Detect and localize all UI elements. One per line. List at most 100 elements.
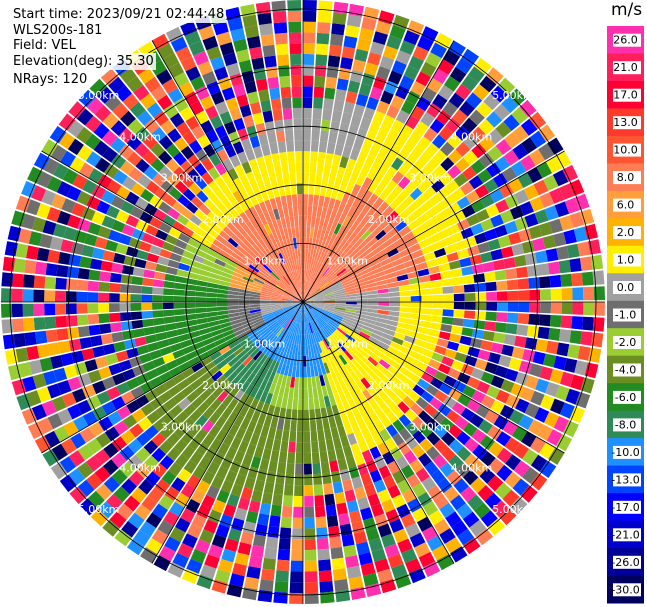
velocity-cell bbox=[279, 151, 288, 164]
velocity-cell bbox=[188, 182, 202, 196]
range-label: 3.00km bbox=[161, 420, 203, 433]
velocity-cell bbox=[263, 223, 272, 235]
velocity-cell bbox=[500, 379, 515, 393]
velocity-cell bbox=[134, 336, 147, 347]
velocity-cell bbox=[409, 459, 424, 474]
velocity-cell bbox=[229, 315, 241, 322]
velocity-cell bbox=[227, 167, 239, 181]
velocity-cell bbox=[313, 320, 321, 330]
velocity-cell bbox=[249, 296, 261, 300]
velocity-cell bbox=[593, 302, 605, 316]
velocity-cell bbox=[518, 302, 530, 313]
velocity-cell bbox=[353, 531, 368, 545]
velocity-cell bbox=[366, 290, 378, 295]
velocity-cell bbox=[304, 269, 307, 281]
velocity-cell bbox=[227, 305, 239, 310]
velocity-cell bbox=[453, 173, 468, 187]
velocity-cell bbox=[340, 227, 350, 239]
velocity-cell bbox=[335, 295, 346, 299]
velocity-cell bbox=[259, 252, 269, 262]
velocity-cell bbox=[483, 93, 500, 111]
velocity-cell bbox=[315, 275, 324, 286]
azimuth-spoke bbox=[302, 40, 455, 303]
velocity-cell bbox=[349, 345, 360, 356]
velocity-cell bbox=[461, 48, 479, 66]
velocity-cell bbox=[55, 277, 67, 290]
velocity-cell bbox=[90, 509, 109, 527]
velocity-cell bbox=[472, 84, 490, 101]
velocity-cell bbox=[317, 263, 325, 274]
velocity-cell bbox=[361, 17, 377, 31]
velocity-cell bbox=[109, 511, 127, 529]
velocity-cell bbox=[78, 89, 96, 108]
velocity-cell bbox=[350, 234, 361, 246]
velocity-cell bbox=[287, 332, 293, 343]
velocity-cell bbox=[336, 251, 346, 262]
velocity-cell bbox=[395, 327, 408, 335]
velocity-cell bbox=[282, 173, 290, 185]
velocity-cell bbox=[223, 433, 235, 447]
velocity-cell bbox=[303, 302, 306, 313]
velocity-cell bbox=[272, 361, 280, 373]
velocity-cell bbox=[283, 386, 290, 398]
velocity-cell bbox=[290, 64, 302, 76]
velocity-cell bbox=[320, 363, 327, 375]
velocity-cell bbox=[168, 62, 184, 78]
velocity-cell bbox=[430, 469, 446, 485]
velocity-cell bbox=[240, 316, 252, 322]
velocity-cell bbox=[367, 423, 379, 437]
velocity-cell bbox=[185, 319, 198, 327]
velocity-cell bbox=[287, 309, 296, 318]
velocity-cell bbox=[338, 122, 350, 135]
velocity-cell bbox=[217, 314, 230, 320]
velocity-cell bbox=[247, 329, 258, 338]
velocity-cell bbox=[511, 107, 529, 125]
velocity-cell bbox=[122, 368, 136, 381]
velocity-cell bbox=[410, 81, 426, 96]
velocity-cell bbox=[453, 293, 465, 302]
velocity-cell bbox=[165, 359, 179, 371]
velocity-cell bbox=[82, 411, 98, 426]
velocity-cell bbox=[391, 157, 404, 171]
velocity-cell bbox=[333, 211, 342, 223]
velocity-cell bbox=[209, 398, 222, 411]
colorbar-label-bg bbox=[613, 226, 641, 240]
velocity-cell bbox=[239, 285, 251, 291]
velocity-cell bbox=[555, 151, 572, 169]
velocity-cell bbox=[174, 424, 188, 439]
velocity-cell bbox=[153, 271, 166, 281]
velocity-cell bbox=[320, 352, 327, 364]
velocity-cell bbox=[111, 331, 124, 343]
velocity-cell bbox=[36, 386, 52, 403]
velocity-cell bbox=[412, 507, 427, 523]
velocity-cell bbox=[389, 341, 402, 351]
velocity-cell bbox=[446, 341, 460, 351]
velocity-cell bbox=[459, 335, 472, 346]
velocity-cell bbox=[196, 280, 208, 287]
velocity-cell bbox=[221, 87, 236, 101]
colorbar-label-bg bbox=[613, 61, 641, 75]
velocity-cell bbox=[145, 180, 160, 195]
velocity-cell bbox=[448, 424, 463, 439]
velocity-cell bbox=[285, 288, 295, 296]
velocity-cell bbox=[294, 485, 303, 497]
velocity-cell bbox=[130, 311, 143, 320]
velocity-cell bbox=[333, 437, 343, 450]
velocity-cell bbox=[196, 480, 210, 495]
velocity-cell bbox=[261, 492, 273, 505]
velocity-cell bbox=[56, 210, 71, 226]
velocity-cell bbox=[547, 137, 564, 155]
velocity-cell bbox=[178, 361, 191, 373]
velocity-cell bbox=[101, 190, 116, 205]
velocity-cell bbox=[373, 325, 386, 333]
velocity-cell bbox=[364, 483, 377, 497]
velocity-cell bbox=[355, 257, 367, 267]
velocity-cell bbox=[284, 342, 290, 354]
velocity-cell bbox=[185, 115, 200, 131]
velocity-cell bbox=[257, 340, 267, 351]
velocity-cell bbox=[511, 426, 528, 442]
velocity-cell bbox=[355, 288, 367, 294]
velocity-cell bbox=[516, 266, 529, 279]
colorbar-label-bg bbox=[613, 528, 641, 542]
velocity-cell bbox=[373, 184, 385, 197]
